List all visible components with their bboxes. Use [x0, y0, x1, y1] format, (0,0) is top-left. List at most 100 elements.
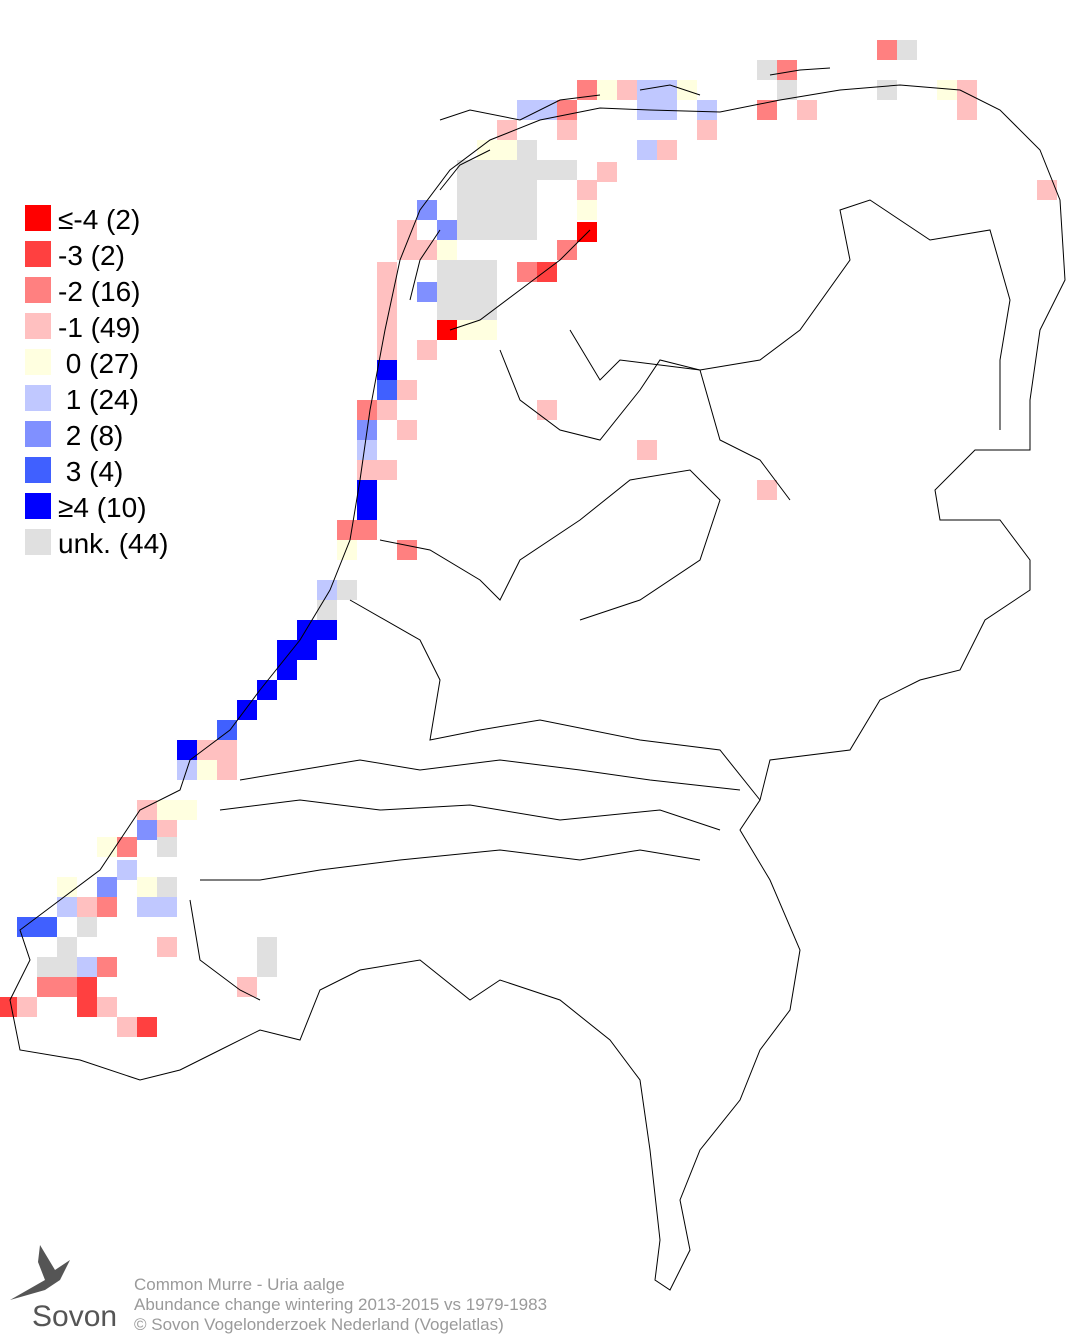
map-cell	[177, 800, 197, 820]
map-cell	[137, 820, 157, 840]
map-cell	[477, 180, 497, 200]
map-cell	[457, 280, 477, 300]
map-cell	[17, 917, 37, 937]
legend-swatch	[25, 385, 51, 411]
map-cell	[237, 977, 257, 997]
map-cell	[0, 997, 20, 1017]
legend-label: -1 (49)	[58, 312, 140, 343]
map-cell	[497, 180, 517, 200]
map-cell	[57, 897, 77, 917]
map-cell	[137, 1017, 157, 1037]
legend-label: 3 (4)	[58, 456, 123, 487]
map-cell	[57, 937, 77, 957]
map-cell	[557, 160, 577, 180]
map-cell	[377, 320, 397, 340]
map-cell	[637, 140, 657, 160]
legend-swatch	[25, 421, 51, 447]
map-cell	[177, 740, 197, 760]
legend-label: 2 (8)	[58, 420, 123, 451]
map-cell	[157, 820, 177, 840]
map-cell	[77, 897, 97, 917]
map-cell	[637, 80, 657, 100]
map-cell	[537, 100, 557, 120]
map-cell	[637, 440, 657, 460]
map-cell	[417, 200, 437, 220]
map-cell	[957, 100, 977, 120]
map-cell	[497, 200, 517, 220]
map-cell	[517, 262, 537, 282]
legend-label: ≤-4 (2)	[58, 204, 140, 235]
map-cell	[577, 180, 597, 200]
map-cell	[157, 897, 177, 917]
map-cell	[357, 480, 377, 500]
legend-swatch	[25, 241, 51, 267]
map-cell	[197, 760, 217, 780]
map-cell	[357, 400, 377, 420]
map-cell	[437, 320, 457, 340]
map-cell	[477, 280, 497, 300]
legend-label: -3 (2)	[58, 240, 125, 271]
map-cell	[937, 80, 957, 100]
map-cell	[297, 620, 317, 640]
map-cell	[257, 957, 277, 977]
map-cell	[417, 340, 437, 360]
map-cell	[517, 140, 537, 160]
map-cell	[57, 977, 77, 997]
map-cell	[477, 140, 497, 160]
map-cell	[97, 837, 117, 857]
legend-label: ≥4 (10)	[58, 492, 147, 523]
map-cell	[337, 520, 357, 540]
map-cell	[37, 977, 57, 997]
map-cell	[377, 282, 397, 302]
map-cell	[157, 877, 177, 897]
map-cell	[617, 80, 637, 100]
map-cell	[457, 160, 477, 180]
map-cell	[517, 180, 537, 200]
map-cell	[257, 680, 277, 700]
legend: ≤-4 (2) -3 (2) -2 (16) -1 (49) 0 (27) 1 (24…	[25, 204, 169, 559]
map-cell	[377, 400, 397, 420]
map-cell	[117, 1017, 137, 1037]
logo-text: Sovon	[32, 1300, 117, 1333]
map-cell	[437, 240, 457, 260]
map-cell	[497, 220, 517, 240]
map-cell	[277, 660, 297, 680]
map-cell	[457, 180, 477, 200]
map-cell	[477, 220, 497, 240]
map-cell	[377, 262, 397, 282]
footer-line: Common Murre - Uria aalge	[134, 1275, 345, 1294]
map-cell	[437, 300, 457, 320]
map-cell	[657, 140, 677, 160]
footer-line: Abundance change wintering 2013-2015 vs …	[134, 1295, 547, 1314]
map-cell	[337, 580, 357, 600]
map-cell	[957, 80, 977, 100]
map-cell	[537, 160, 557, 180]
map-cell	[457, 200, 477, 220]
legend-swatch	[25, 457, 51, 483]
map-cell	[877, 80, 897, 100]
map-cell	[277, 640, 297, 660]
map-cell	[377, 360, 397, 380]
map-cell	[157, 837, 177, 857]
legend-swatch	[25, 349, 51, 375]
map-cell	[137, 877, 157, 897]
map-cell	[397, 220, 417, 240]
map-cell	[497, 140, 517, 160]
map-cell	[77, 957, 97, 977]
map-cell	[217, 740, 237, 760]
map-cell	[137, 897, 157, 917]
legend-swatch	[25, 205, 51, 231]
map-cell	[397, 420, 417, 440]
country-outline	[9, 67, 1066, 1291]
map-cell	[757, 100, 777, 120]
map-cell	[37, 957, 57, 977]
map-cell	[877, 40, 897, 60]
map-cell	[477, 160, 497, 180]
legend-label: 1 (24)	[58, 384, 139, 415]
map-cell	[417, 282, 437, 302]
map-cell	[557, 120, 577, 140]
map-cell	[137, 800, 157, 820]
map-cell	[757, 480, 777, 500]
grid-cells	[0, 40, 1057, 1037]
